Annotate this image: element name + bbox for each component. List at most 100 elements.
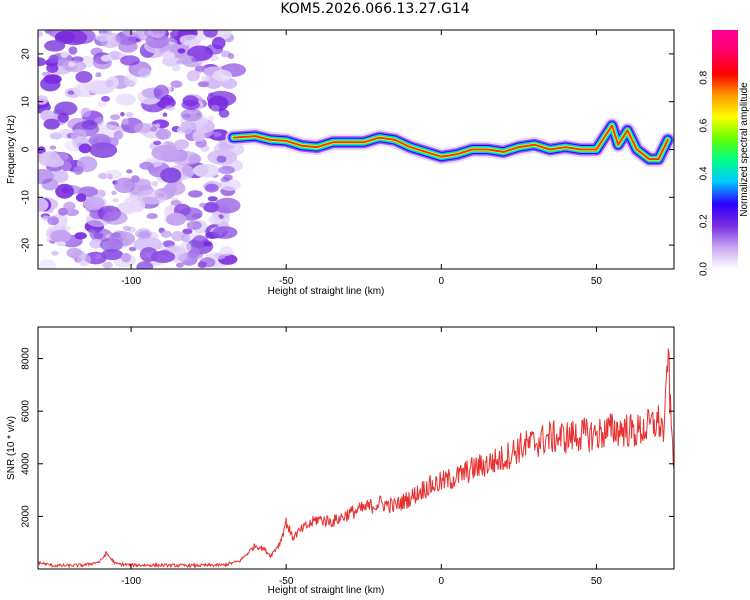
colorbar-tick-label: 0.6 [699, 118, 710, 132]
noise-blob [163, 184, 178, 195]
noise-blob [164, 105, 176, 111]
noise-blob [179, 34, 202, 46]
noise-blob [187, 190, 203, 198]
noise-blob [194, 65, 207, 72]
noise-blob [199, 257, 216, 268]
snr-ytick-label: 4000 [21, 452, 32, 475]
noise-blob [81, 119, 98, 130]
noise-blob [75, 193, 87, 202]
noise-blob [122, 226, 132, 231]
heatmap-ytick-label: 20 [21, 48, 32, 60]
ridge-band-6 [232, 124, 669, 161]
noise-blob [128, 246, 137, 252]
noise-blob [172, 64, 181, 72]
noise-blob [38, 259, 57, 269]
noise-blob [73, 166, 84, 175]
colorbar-label: Normalized spectral amplitude [739, 82, 750, 217]
noise-blob [111, 190, 117, 195]
noise-blob [108, 231, 136, 247]
noise-blob [186, 220, 202, 230]
noise-blob [57, 112, 69, 123]
noise-blob [150, 126, 158, 132]
heatmap-ytick-label: -20 [21, 237, 32, 252]
noise-blob [83, 80, 112, 95]
noise-blob [211, 104, 220, 112]
noise-blob [178, 253, 189, 262]
noise-blob [155, 128, 172, 140]
noise-blob [161, 51, 175, 59]
noise-blob [112, 198, 119, 203]
noise-blob [218, 109, 230, 118]
noise-blob [136, 261, 154, 269]
noise-blob [181, 99, 200, 110]
snr-xtick-label: -50 [279, 576, 294, 587]
noise-blob [47, 216, 59, 226]
noise-blob [137, 189, 167, 205]
noise-blob [177, 48, 186, 54]
colorbar-tick-label: 0.2 [699, 214, 710, 228]
noise-blob [46, 63, 59, 73]
noise-blob [113, 130, 124, 140]
noise-blob [133, 236, 163, 252]
noise-blob [202, 241, 213, 247]
noise-blob [80, 107, 92, 118]
noise-blob [197, 81, 209, 88]
noise-blob [146, 213, 158, 220]
heatmap-plot-area [38, 30, 674, 269]
noise-blob [51, 250, 59, 256]
noise-blob [49, 132, 63, 140]
snr-series-line [38, 348, 674, 569]
noise-blob [115, 93, 136, 106]
noise-blob [179, 242, 192, 253]
snr-ytick-label: 2000 [21, 505, 32, 528]
noise-blob [82, 196, 105, 211]
snr-ytick-label: 8000 [21, 347, 32, 370]
noise-blob [194, 235, 205, 242]
snr-ylabel: SNR (10 * v/v) [6, 416, 17, 480]
noise-blob [187, 247, 200, 259]
noise-blob [101, 249, 124, 260]
noise-blob [76, 253, 92, 267]
noise-blob [120, 252, 132, 263]
noise-blob [137, 67, 151, 79]
noise-blob [160, 167, 182, 183]
noise-blob [110, 114, 121, 121]
noise-blob [38, 57, 46, 67]
noise-blob [180, 108, 203, 122]
noise-blob [70, 128, 87, 144]
noise-blob [211, 131, 222, 138]
heatmap-xlabel: Height of straight line (km) [268, 286, 385, 297]
noise-blob [44, 30, 55, 35]
noise-blob [67, 90, 75, 95]
noise-blob [145, 33, 170, 49]
noise-blob [68, 61, 76, 67]
noise-blob [218, 165, 235, 175]
noise-blob [201, 75, 210, 82]
noise-blob [139, 161, 154, 170]
noise-blob [50, 229, 72, 243]
noise-blob [38, 146, 46, 155]
noise-blob [95, 72, 102, 78]
noise-blob [171, 231, 185, 242]
heatmap-xtick-label: 0 [439, 276, 445, 287]
noise-blob [119, 55, 140, 66]
noise-blob [199, 202, 207, 208]
noise-blob [155, 123, 161, 128]
heatmap-xtick-label: 50 [591, 276, 603, 287]
heatmap-xtick-label: -50 [279, 276, 294, 287]
noise-blob [63, 201, 76, 211]
noise-blob [178, 55, 196, 65]
noise-blob [102, 211, 128, 225]
snr-xtick-label: 50 [591, 576, 603, 587]
noise-blob [169, 31, 180, 37]
noise-blob [102, 261, 113, 269]
noise-blob [97, 101, 107, 107]
noise-blob [101, 95, 110, 102]
chart-title: KOM5.2026.066.13.27.G14 [280, 1, 470, 17]
noise-blob [153, 84, 169, 100]
noise-blob [204, 183, 219, 193]
noise-blob [105, 79, 114, 88]
colorbar-tick-label: 0.4 [699, 166, 710, 180]
colorbar [712, 30, 738, 269]
